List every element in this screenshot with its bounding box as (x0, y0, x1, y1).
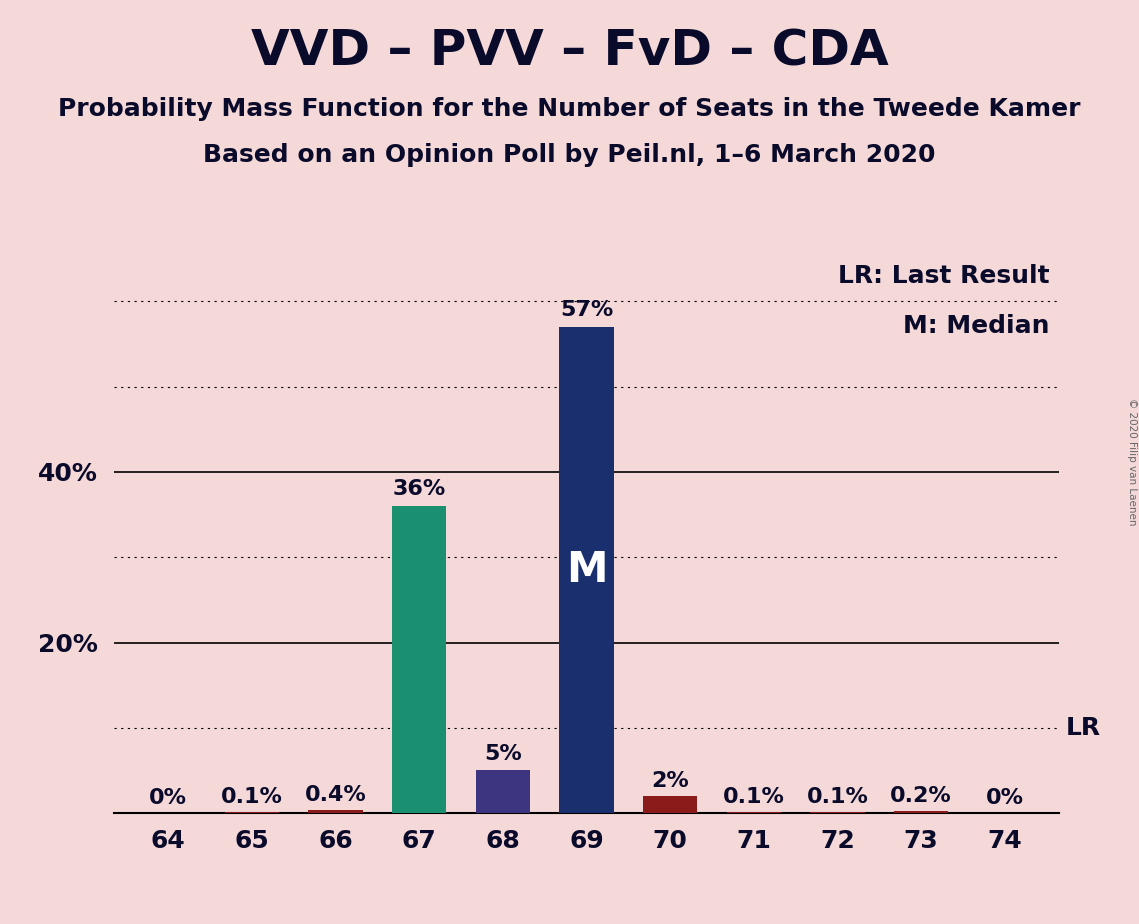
Bar (894, 811, 949, 813)
Text: 0%: 0% (149, 788, 187, 808)
Text: 0.2%: 0.2% (891, 786, 952, 807)
Text: Based on an Opinion Poll by Peil.nl, 1–6 March 2020: Based on an Opinion Poll by Peil.nl, 1–6… (203, 143, 936, 167)
Text: 5%: 5% (484, 744, 522, 763)
Text: 0.1%: 0.1% (723, 787, 785, 808)
Text: 2%: 2% (652, 771, 689, 791)
Text: Probability Mass Function for the Number of Seats in the Tweede Kamer: Probability Mass Function for the Number… (58, 97, 1081, 121)
Text: LR: Last Result: LR: Last Result (838, 264, 1050, 288)
Text: 0.1%: 0.1% (221, 787, 282, 808)
Bar (309, 809, 363, 813)
Bar (559, 327, 614, 813)
Text: VVD – PVV – FvD – CDA: VVD – PVV – FvD – CDA (251, 28, 888, 76)
Text: 0.1%: 0.1% (806, 787, 869, 808)
Bar (392, 506, 446, 813)
Text: 36%: 36% (393, 480, 445, 499)
Bar (476, 771, 530, 813)
Text: M: M (566, 549, 607, 591)
Text: 0%: 0% (986, 788, 1024, 808)
Text: M: Median: M: Median (903, 314, 1050, 338)
Text: 57%: 57% (560, 300, 613, 320)
Bar (644, 796, 697, 813)
Text: 0.4%: 0.4% (305, 784, 367, 805)
Text: © 2020 Filip van Laenen: © 2020 Filip van Laenen (1126, 398, 1137, 526)
Text: LR: LR (1066, 716, 1101, 740)
